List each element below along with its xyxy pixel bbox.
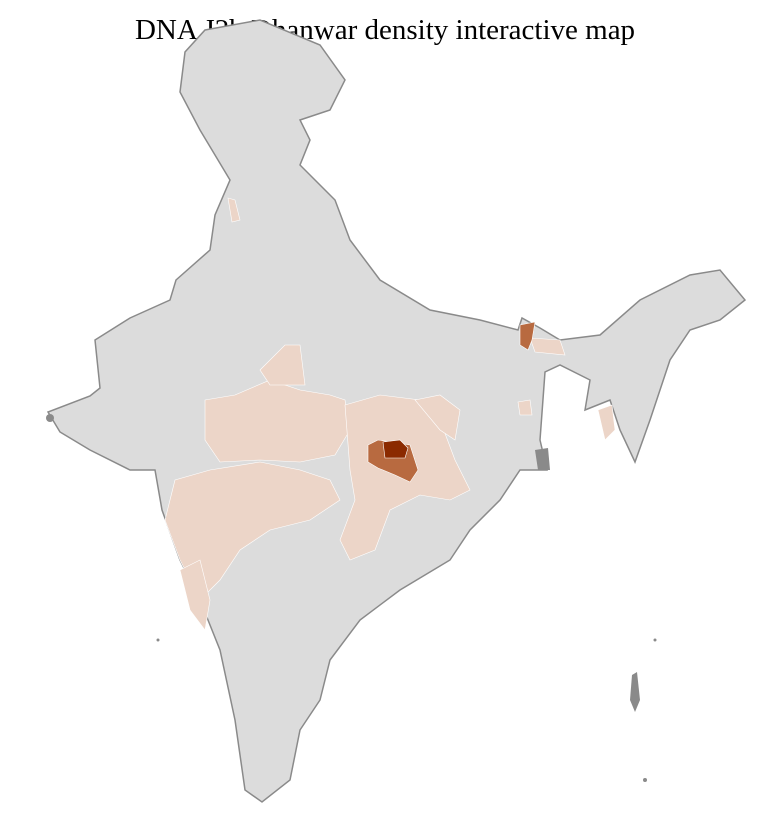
region-low-bengal[interactable] bbox=[517, 399, 533, 416]
islands bbox=[46, 414, 657, 782]
region-low-south-west[interactable] bbox=[179, 559, 211, 631]
lakshadweep-island bbox=[156, 638, 160, 642]
gujarat-coast bbox=[46, 414, 54, 422]
island-dot bbox=[653, 638, 657, 642]
region-low-jharkhand[interactable] bbox=[414, 394, 461, 441]
region-low-punjab[interactable] bbox=[227, 197, 241, 223]
region-high[interactable] bbox=[382, 439, 409, 459]
sundarbans bbox=[535, 448, 550, 470]
nicobar-island bbox=[643, 778, 647, 782]
region-medium-sikkim[interactable] bbox=[519, 321, 536, 351]
region-low-tripura[interactable] bbox=[597, 404, 616, 441]
region-low-mp-north[interactable] bbox=[259, 344, 306, 386]
region-low-northeast[interactable] bbox=[529, 337, 566, 356]
andaman-islands bbox=[630, 672, 640, 712]
